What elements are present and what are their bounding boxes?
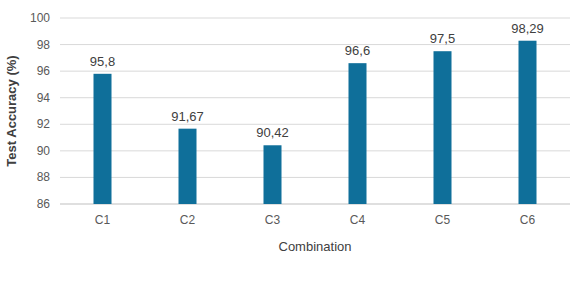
x-tick-label: C4 [350,213,366,227]
chart-container: 86 88 90 92 94 96 98 100 95,8 91,67 90,42 96,6 97,5 9… [0,0,577,283]
x-axis-title: Combination [279,239,352,254]
chart-svg: 86 88 90 92 94 96 98 100 95,8 91,67 90,42 96,6 97,5 9… [0,0,577,283]
data-label: 98,29 [511,21,544,36]
grid-line [60,177,570,178]
x-tick-label: C2 [180,213,196,227]
bar [434,51,452,204]
data-label: 97,5 [430,31,455,46]
grid-line [60,71,570,72]
grid-line [60,97,570,98]
bars [94,41,537,204]
data-label: 90,42 [256,125,289,140]
y-tick-label: 90 [37,144,51,158]
data-label: 91,67 [171,109,204,124]
y-tick-label: 86 [37,197,51,211]
bar [519,41,537,204]
grid-line [60,150,570,151]
grid-line [60,18,570,19]
y-tick-label: 100 [30,11,50,25]
x-tick-label: C3 [265,213,281,227]
y-axis-title: Test Accuracy (%) [4,55,19,166]
bar [179,129,197,204]
x-axis-line [60,204,570,205]
y-tick-label: 96 [37,64,51,78]
bar [264,145,282,204]
grid-line [60,124,570,125]
grid-line [60,44,570,45]
x-tick-label: C5 [435,213,451,227]
y-tick-label: 92 [37,117,51,131]
y-tick-label: 94 [37,91,51,105]
y-tick-label: 98 [37,38,51,52]
data-label: 96,6 [345,43,370,58]
bar [349,63,367,204]
data-label: 95,8 [90,54,115,69]
y-tick-label: 88 [37,170,51,184]
x-tick-label: C6 [520,213,536,227]
x-tick-label: C1 [95,213,111,227]
bar [94,74,112,204]
